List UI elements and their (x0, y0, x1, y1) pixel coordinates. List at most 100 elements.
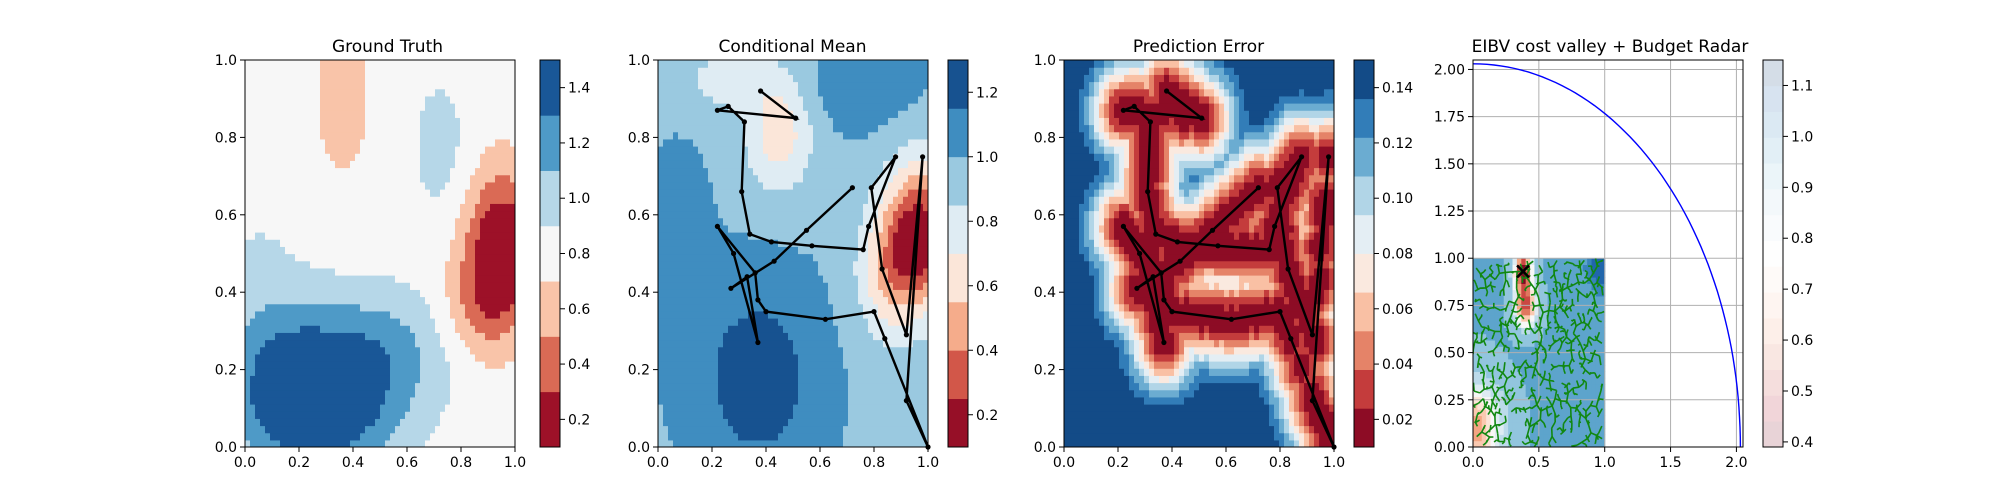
y-tick-label: 1.75 (1434, 110, 1465, 126)
path-point (803, 227, 810, 233)
colorbar-segment (1763, 163, 1783, 190)
path-point (903, 398, 910, 404)
heatmap-field (245, 60, 515, 447)
axes-frame (1063, 59, 1335, 448)
axes-frame (657, 59, 929, 448)
path-point (1266, 247, 1272, 253)
colorbar-tick-label: 0.9 (1791, 180, 1813, 196)
path-point (1120, 107, 1126, 113)
colorbar-tick-label: 1.4 (568, 81, 590, 97)
path-point (866, 223, 872, 229)
colorbar-tick-label: 0.08 (1382, 247, 1413, 263)
path-point (1158, 270, 1164, 276)
x-tick-label: 1.0 (504, 455, 526, 471)
path-point (755, 297, 761, 303)
path-point (1326, 154, 1332, 160)
colorbar-segment (1354, 98, 1374, 138)
y-tick-label: 1.25 (1434, 204, 1465, 220)
path-point (771, 258, 777, 264)
y-tick-label: 0.6 (215, 208, 237, 224)
y-tick-label: 0.6 (1034, 208, 1056, 224)
colorbar-segment (540, 115, 560, 171)
y-tick-label: 0.75 (1434, 298, 1465, 314)
y-tick-label: 0.4 (215, 285, 237, 301)
colorbar-tick-label: 1.2 (976, 85, 998, 101)
path-point (879, 266, 885, 272)
x-tick-label: 0.5 (1528, 455, 1550, 471)
colorbar: 0.2 0.4 0.6 0.8 1.0 1.2 1.4 (539, 59, 590, 448)
y-tick-label: 0.8 (628, 130, 650, 146)
path-point (1177, 258, 1183, 264)
colorbar-segment (948, 156, 968, 206)
path-point (868, 185, 874, 191)
path-point (752, 270, 758, 276)
y-tick-label: 0.4 (1034, 285, 1056, 301)
x-tick-label: 1.0 (917, 455, 939, 471)
panel-eibv-cost-valley: EIBV cost valley + Budget Radar 0.0 0.5 1.… (1434, 37, 1814, 471)
plot-area: 0.0 0.2 0.4 0.6 0.8 1.0 0.0 0.2 0.4 0.6 0.8 1.0 (1034, 53, 1345, 471)
path-point (1161, 297, 1167, 303)
colorbar-segment (540, 391, 560, 448)
panel-conditional-mean: Conditional Mean 0.0 0.2 0.4 0.6 0.8 1.00.00.… (628, 37, 999, 471)
x-tick-label: 0.4 (1161, 455, 1183, 471)
x-tick-label: 0.6 (809, 455, 831, 471)
path-point (1274, 185, 1280, 191)
x-tick-label: 0.0 (1462, 455, 1484, 471)
colorbar-tick-label: 0.14 (1382, 81, 1413, 97)
colorbar-frame (1762, 59, 1784, 448)
colorbar-segment (948, 205, 968, 254)
colorbar-tick-label: 0.4 (1791, 435, 1813, 451)
colorbar-frame (947, 59, 969, 448)
path-point (747, 231, 753, 237)
colorbar: 0.4 0.5 0.6 0.7 0.8 0.9 1.0 1.1 (1762, 59, 1813, 451)
y-tick-label: 0.8 (215, 130, 237, 146)
y-tick-label: 1.0 (628, 53, 650, 69)
x-tick-label: 0.2 (288, 455, 310, 471)
plot-area: 0.0 0.5 1.0 1.5 2.0 0.00 0.25 0.50 0.75 1.00 1.25 1… (1434, 59, 1748, 471)
colorbar-segment (948, 301, 968, 351)
colorbar-segment (540, 336, 560, 393)
rrt-tree (1473, 258, 1605, 447)
x-tick-label: 0.0 (647, 455, 669, 471)
y-tick-label: 0.4 (628, 285, 650, 301)
path-point (1164, 88, 1170, 94)
colorbar-segment (1763, 85, 1783, 112)
y-tick-label: 0.0 (215, 440, 237, 456)
path-point (1288, 336, 1294, 342)
path-point (849, 185, 856, 191)
colorbar-tick-label: 0.6 (1791, 333, 1813, 349)
panel-prediction-error: Prediction Error 0.0 0.2 0.4 0.6 0.8 1.00.00.… (1034, 37, 1414, 471)
budget-radar-arc (1473, 63, 1742, 447)
sampling-path (1122, 90, 1336, 448)
colorbar-segment (1354, 214, 1374, 254)
heatmap-field (658, 60, 928, 447)
colorbar-segment (1763, 137, 1783, 164)
path-point (1150, 274, 1156, 280)
y-tick-label: 0.25 (1434, 393, 1465, 409)
path-point (920, 154, 926, 160)
colorbar-tick-label: 0.6 (976, 279, 998, 295)
colorbar-tick-label: 0.06 (1382, 302, 1413, 318)
colorbar-segment (1354, 253, 1374, 293)
path-point (1285, 266, 1291, 272)
y-tick-label: 1.0 (1034, 53, 1056, 69)
path-point (728, 285, 734, 291)
path-point (1137, 250, 1143, 257)
path-point (1272, 223, 1278, 229)
y-tick-label: 1.50 (1434, 157, 1465, 173)
colorbar-tick-label: 0.4 (976, 343, 998, 359)
colorbar-tick-label: 0.12 (1382, 136, 1413, 152)
path-point (793, 115, 799, 121)
path-point (739, 189, 745, 195)
x-tick-label: 0.0 (1053, 455, 1075, 471)
path-point (1255, 185, 1261, 191)
x-tick-label: 1.0 (1594, 455, 1616, 471)
y-tick-label: 0.00 (1434, 440, 1465, 456)
colorbar-segment (1763, 60, 1783, 87)
plot-area: 0.0 0.2 0.4 0.6 0.8 1.0 0.0 0.2 0.4 0.6 0.8 1.0 (215, 53, 526, 471)
x-tick-label: 0.8 (863, 455, 885, 471)
colorbar-tick-label: 0.7 (1791, 282, 1813, 298)
path-point (1299, 154, 1305, 160)
colorbar-tick-label: 0.02 (1382, 412, 1413, 428)
path-point (871, 309, 877, 315)
